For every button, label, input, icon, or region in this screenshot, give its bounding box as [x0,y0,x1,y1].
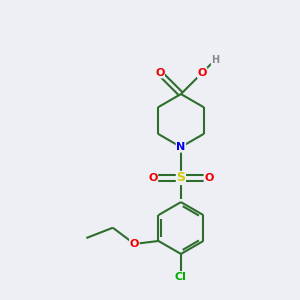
Text: O: O [197,68,207,78]
Text: Cl: Cl [175,272,187,282]
Text: O: O [148,173,158,183]
Text: O: O [130,239,139,249]
Text: N: N [176,142,185,152]
Text: O: O [155,68,164,78]
Text: O: O [204,173,214,183]
Text: S: S [176,172,185,184]
Text: H: H [211,55,219,64]
